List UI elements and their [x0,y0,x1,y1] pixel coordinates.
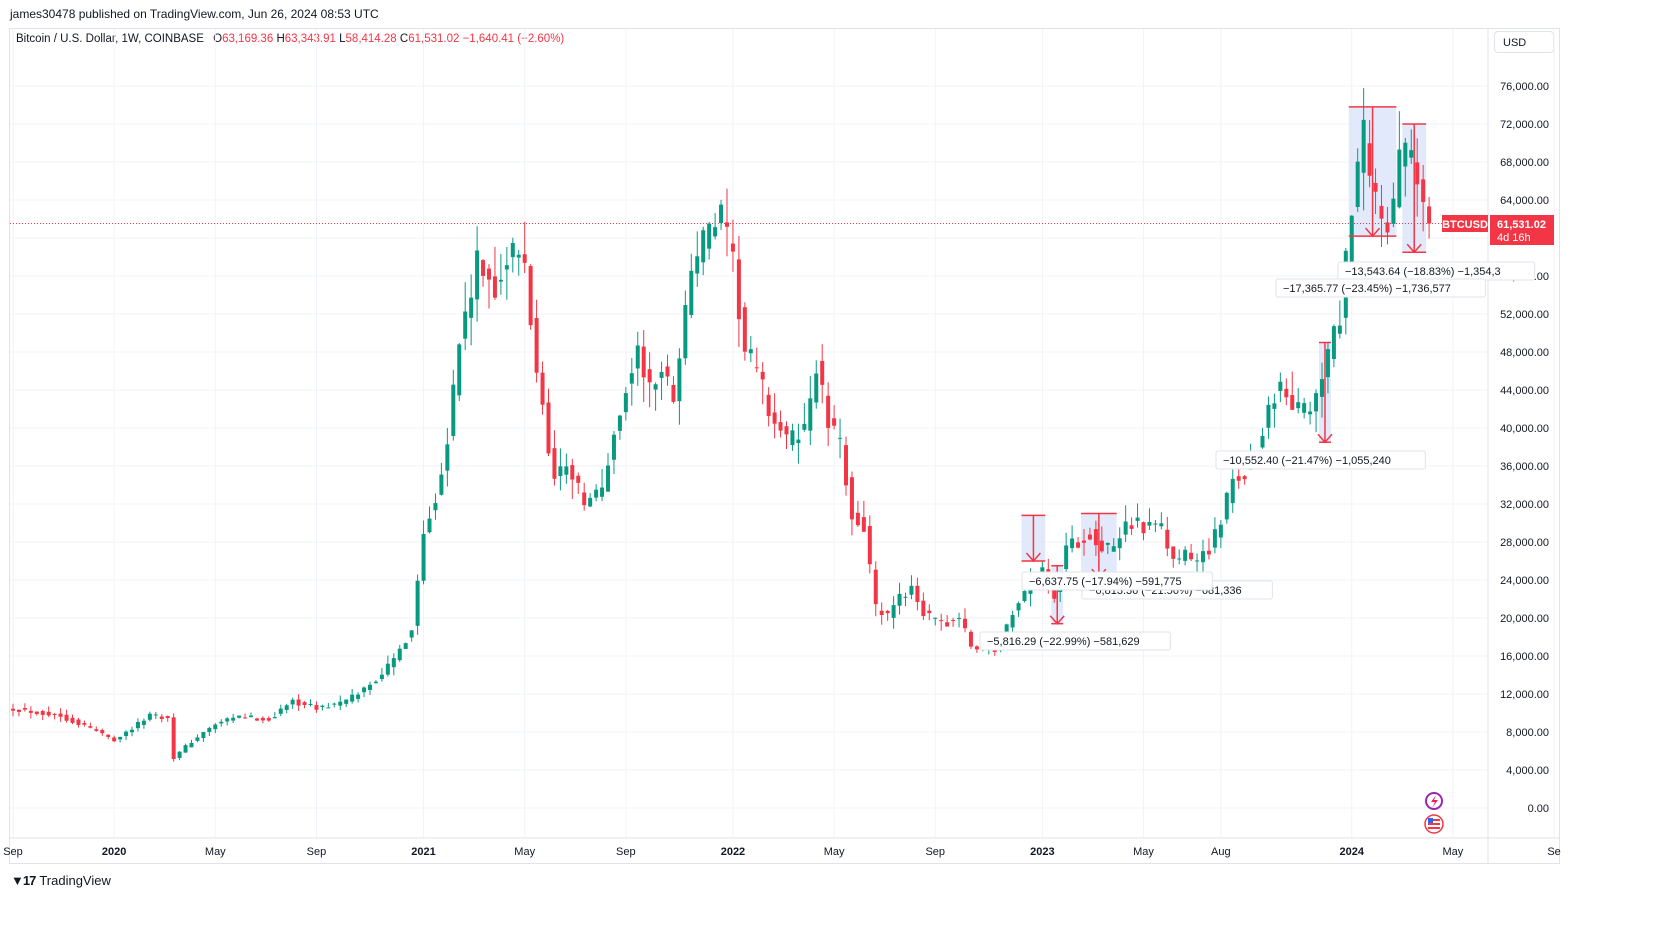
open-label: O [213,33,223,45]
chart-frame [9,28,1560,864]
footer: ▼17 TradingView [11,873,111,888]
currency-button[interactable]: USD [1494,31,1554,53]
low-value: 58,414.28 [345,33,397,45]
open-value: 63,169.36 [222,33,274,45]
high-label: H [276,33,285,45]
symbol-title[interactable]: Bitcoin / U.S. Dollar, 1W, COINBASE [16,33,204,45]
close-value: 61,531.02 [408,33,460,45]
change-value: −1,640.41 (−2.60%) [462,33,565,45]
low-label: L [339,33,346,45]
symbol-legend: Bitcoin / U.S. Dollar, 1W, COINBASE O63,… [16,33,564,45]
publisher-line: james30478 published on TradingView.com,… [10,7,379,21]
tradingview-logo-icon[interactable]: ▼17 [11,873,36,888]
close-label: C [399,33,409,45]
high-value: 63,343.91 [284,33,336,45]
footer-brand[interactable]: TradingView [39,873,111,888]
